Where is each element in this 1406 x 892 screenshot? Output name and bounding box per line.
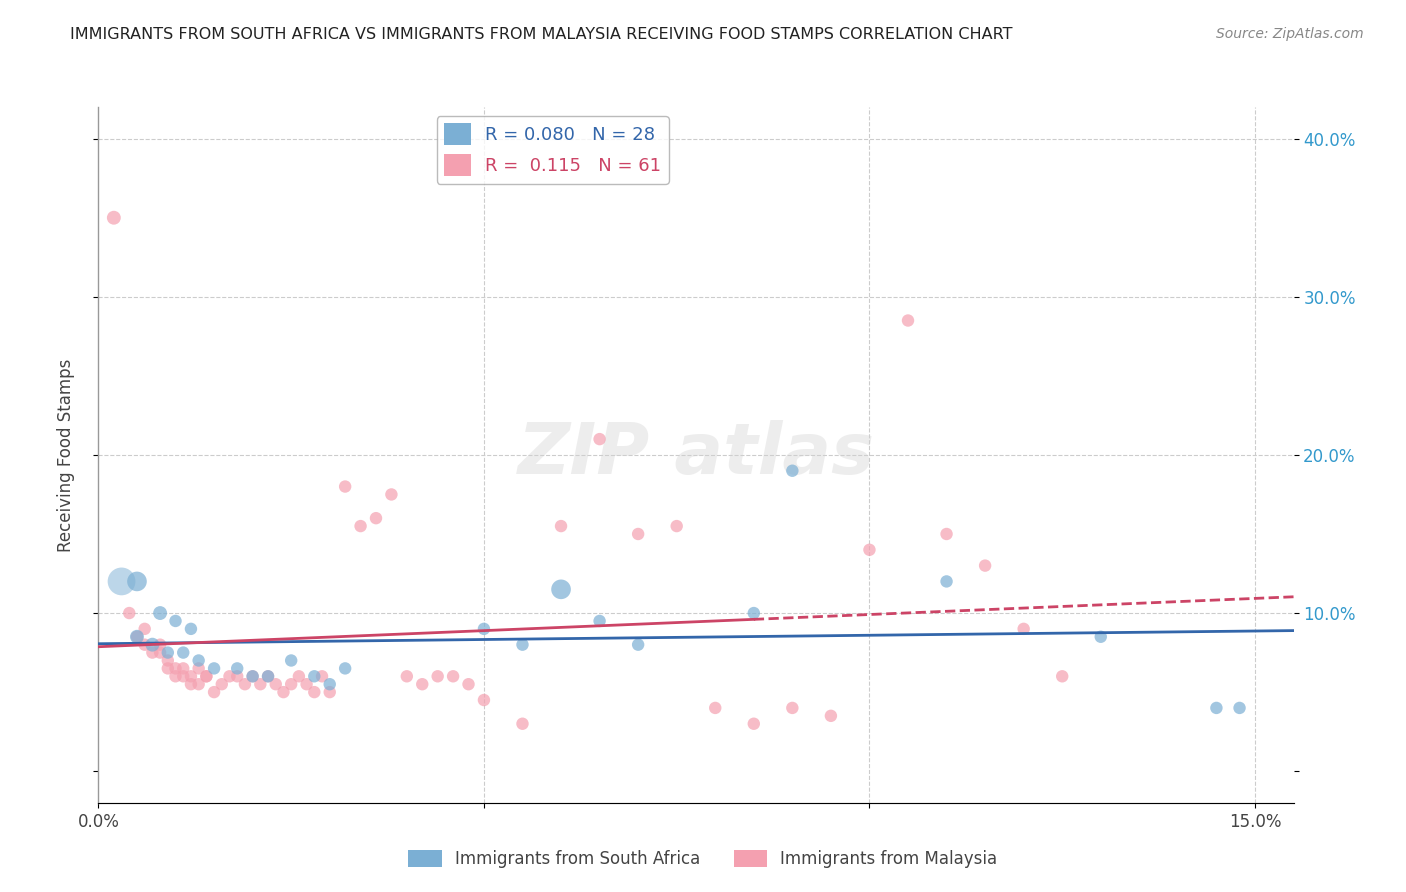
Point bbox=[134, 638, 156, 652]
Point bbox=[180, 669, 202, 683]
Point bbox=[627, 527, 650, 541]
Point bbox=[172, 669, 194, 683]
Point bbox=[187, 677, 209, 691]
Point bbox=[349, 519, 371, 533]
Point bbox=[704, 701, 727, 715]
Point bbox=[149, 606, 172, 620]
Point bbox=[782, 701, 804, 715]
Point bbox=[125, 630, 148, 644]
Point bbox=[125, 630, 148, 644]
Point bbox=[457, 677, 479, 691]
Point bbox=[125, 574, 148, 589]
Point bbox=[380, 487, 402, 501]
Point bbox=[897, 313, 920, 327]
Point bbox=[441, 669, 464, 683]
Legend: R = 0.080   N = 28, R =  0.115   N = 61: R = 0.080 N = 28, R = 0.115 N = 61 bbox=[437, 116, 668, 184]
Point bbox=[280, 653, 302, 667]
Point bbox=[742, 716, 765, 731]
Point bbox=[1229, 701, 1251, 715]
Point bbox=[165, 669, 187, 683]
Point bbox=[1050, 669, 1073, 683]
Point bbox=[304, 685, 326, 699]
Point bbox=[395, 669, 418, 683]
Point bbox=[1205, 701, 1227, 715]
Point bbox=[226, 661, 249, 675]
Point bbox=[974, 558, 997, 573]
Point bbox=[935, 527, 957, 541]
Point bbox=[249, 677, 271, 691]
Point bbox=[242, 669, 264, 683]
Point bbox=[426, 669, 449, 683]
Point bbox=[411, 677, 433, 691]
Point bbox=[103, 211, 125, 225]
Point bbox=[627, 638, 650, 652]
Point bbox=[273, 685, 295, 699]
Point bbox=[187, 653, 209, 667]
Point bbox=[742, 606, 765, 620]
Point bbox=[472, 622, 495, 636]
Point bbox=[180, 677, 202, 691]
Point bbox=[195, 669, 218, 683]
Point bbox=[280, 677, 302, 691]
Point bbox=[180, 622, 202, 636]
Point bbox=[782, 464, 804, 478]
Point bbox=[134, 622, 156, 636]
Point bbox=[512, 716, 534, 731]
Point bbox=[165, 661, 187, 675]
Point bbox=[588, 432, 610, 446]
Point bbox=[149, 646, 172, 660]
Point bbox=[512, 638, 534, 652]
Point bbox=[233, 677, 256, 691]
Point bbox=[472, 693, 495, 707]
Point bbox=[156, 661, 179, 675]
Point bbox=[187, 661, 209, 675]
Legend: Immigrants from South Africa, Immigrants from Malaysia: Immigrants from South Africa, Immigrants… bbox=[402, 843, 1004, 875]
Point bbox=[242, 669, 264, 683]
Point bbox=[226, 669, 249, 683]
Point bbox=[550, 519, 572, 533]
Point bbox=[1090, 630, 1112, 644]
Point bbox=[364, 511, 387, 525]
Point bbox=[141, 646, 163, 660]
Point bbox=[550, 582, 572, 597]
Point bbox=[149, 638, 172, 652]
Point bbox=[257, 669, 280, 683]
Point bbox=[288, 669, 311, 683]
Point bbox=[858, 542, 880, 557]
Point bbox=[257, 669, 280, 683]
Point bbox=[319, 685, 342, 699]
Point bbox=[264, 677, 287, 691]
Point bbox=[295, 677, 318, 691]
Point bbox=[1012, 622, 1035, 636]
Point bbox=[118, 606, 141, 620]
Text: Source: ZipAtlas.com: Source: ZipAtlas.com bbox=[1216, 27, 1364, 41]
Point bbox=[165, 614, 187, 628]
Point bbox=[202, 685, 225, 699]
Point bbox=[202, 661, 225, 675]
Point bbox=[110, 574, 132, 589]
Point bbox=[311, 669, 333, 683]
Point bbox=[820, 708, 842, 723]
Point bbox=[304, 669, 326, 683]
Point bbox=[665, 519, 688, 533]
Text: IMMIGRANTS FROM SOUTH AFRICA VS IMMIGRANTS FROM MALAYSIA RECEIVING FOOD STAMPS C: IMMIGRANTS FROM SOUTH AFRICA VS IMMIGRAN… bbox=[70, 27, 1012, 42]
Point bbox=[333, 661, 356, 675]
Y-axis label: Receiving Food Stamps: Receiving Food Stamps bbox=[56, 359, 75, 551]
Point bbox=[319, 677, 342, 691]
Point bbox=[156, 653, 179, 667]
Point bbox=[588, 614, 610, 628]
Point bbox=[211, 677, 233, 691]
Point bbox=[935, 574, 957, 589]
Point bbox=[333, 479, 356, 493]
Text: ZIP atlas: ZIP atlas bbox=[517, 420, 875, 490]
Point bbox=[156, 646, 179, 660]
Point bbox=[172, 646, 194, 660]
Point bbox=[195, 669, 218, 683]
Point bbox=[141, 638, 163, 652]
Point bbox=[218, 669, 240, 683]
Point bbox=[172, 661, 194, 675]
